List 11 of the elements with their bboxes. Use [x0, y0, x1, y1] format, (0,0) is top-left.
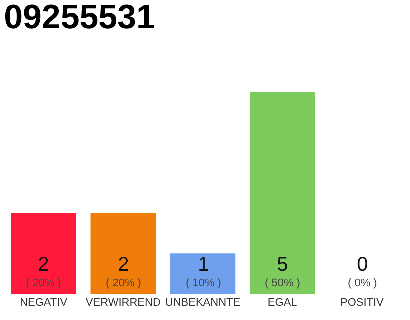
x-tick-label: VERWIRREND: [86, 297, 161, 309]
x-tick-label: UNBEKANNTE: [165, 297, 241, 309]
data-label: 2 ( 20% ): [26, 254, 62, 290]
x-tick-label: POSITIV: [340, 297, 385, 309]
data-label: 1 ( 10% ): [186, 254, 222, 290]
x-tick-label: NEGATIV: [20, 297, 68, 309]
data-label: 0 ( 0% ): [348, 254, 378, 290]
chart-title: 09255531: [4, 0, 156, 37]
data-label: 5 ( 50% ): [265, 254, 300, 290]
data-label: 2 ( 20% ): [106, 254, 142, 290]
x-tick-label: EGAL: [268, 297, 298, 309]
